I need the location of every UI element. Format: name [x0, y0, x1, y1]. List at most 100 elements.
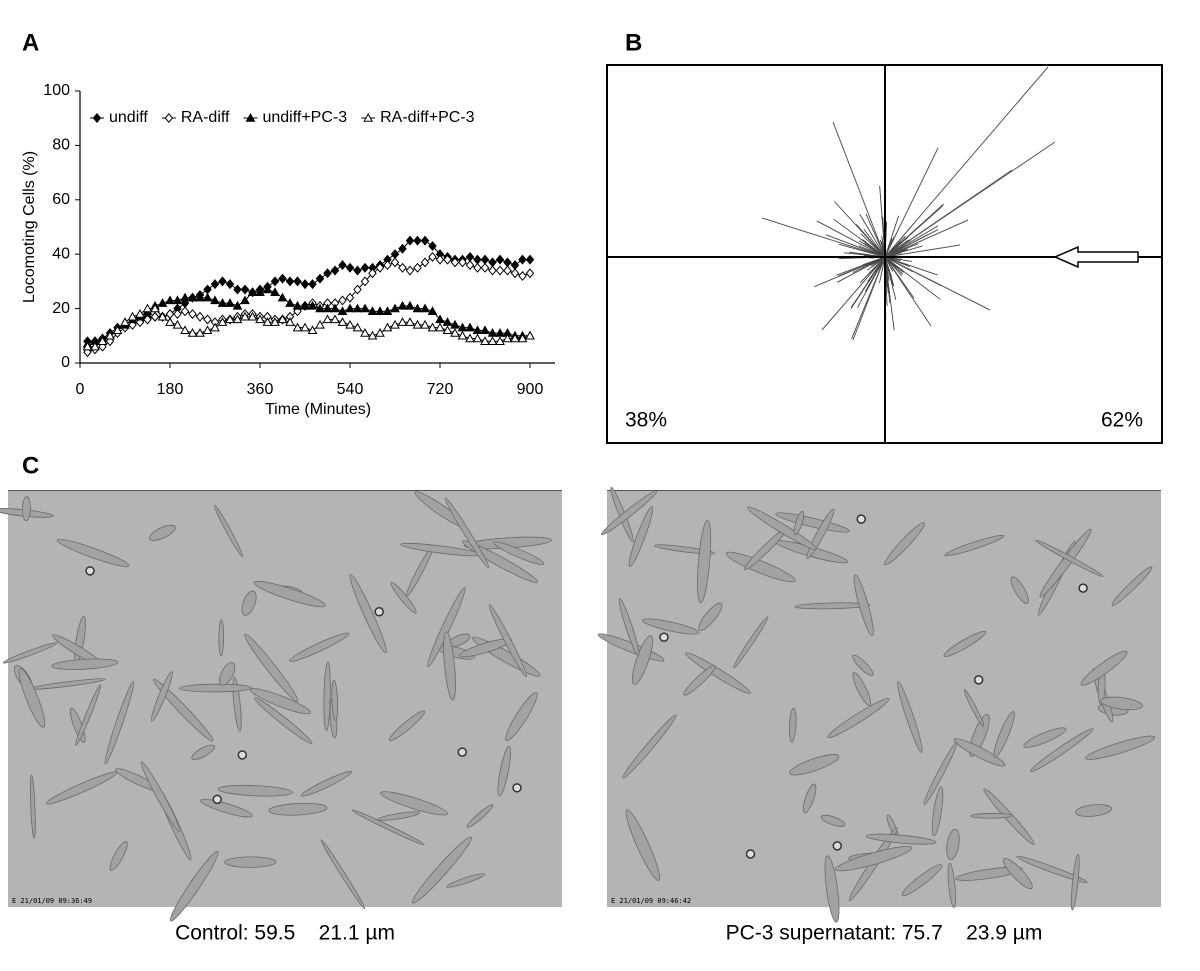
- cell: [224, 856, 277, 868]
- marker: [510, 333, 520, 343]
- marker: [217, 317, 228, 326]
- cell: [153, 678, 214, 742]
- marker: [188, 309, 197, 320]
- marker: [360, 276, 370, 287]
- marker: [345, 303, 355, 313]
- cell: [75, 684, 102, 746]
- marker: [308, 279, 317, 290]
- cell: [150, 671, 173, 722]
- marker: [375, 306, 385, 316]
- round-cell: [85, 566, 95, 576]
- marker: [300, 300, 310, 310]
- cell: [1085, 735, 1156, 760]
- cell: [1080, 650, 1128, 686]
- cell: [289, 632, 350, 662]
- trajectory: [858, 240, 886, 258]
- marker: [412, 319, 423, 329]
- marker: [510, 260, 520, 271]
- marker: [143, 314, 152, 325]
- cell: [377, 811, 421, 821]
- round-cell: [374, 606, 384, 617]
- trajectory: [816, 220, 886, 258]
- cell: [217, 784, 293, 797]
- cell: [497, 745, 512, 797]
- marker: [300, 279, 310, 290]
- trajectory: [859, 214, 886, 258]
- trajectory: [821, 256, 886, 331]
- marker: [270, 287, 280, 296]
- marker: [352, 322, 363, 332]
- marker: [142, 303, 153, 313]
- cell: [866, 833, 937, 845]
- marker: [503, 265, 512, 276]
- cell: [2, 642, 58, 664]
- cell: [618, 598, 640, 657]
- cell: [51, 658, 119, 670]
- marker: [127, 311, 138, 321]
- marker: [90, 341, 100, 351]
- marker: [270, 276, 280, 287]
- cell: [625, 809, 661, 881]
- cell: [955, 866, 1023, 881]
- cell: [993, 711, 1015, 758]
- round-cell: [973, 675, 984, 685]
- trajectory: [836, 256, 886, 283]
- marker: [413, 262, 422, 273]
- marker: [292, 322, 303, 332]
- trajectory: [884, 256, 894, 286]
- cell: [820, 814, 846, 827]
- marker: [300, 322, 310, 332]
- cell: [827, 697, 890, 739]
- marker: [442, 317, 453, 326]
- cell: [493, 541, 545, 565]
- legend-label: RA-diff+PC-3: [380, 109, 475, 126]
- cell: [388, 710, 426, 742]
- marker: [277, 314, 288, 324]
- marker: [345, 262, 355, 273]
- cell: [947, 862, 956, 908]
- marker: [157, 311, 168, 321]
- timestamp: E 21/01/09 09:46:42: [611, 897, 691, 905]
- cell: [179, 683, 253, 693]
- round-cell: [457, 747, 468, 757]
- marker: [412, 303, 423, 313]
- cell: [1074, 804, 1112, 817]
- cell: [946, 828, 960, 860]
- cell: [1070, 853, 1080, 911]
- marker: [240, 284, 250, 295]
- marker: [225, 298, 235, 307]
- marker: [397, 300, 408, 310]
- cell: [697, 520, 712, 604]
- cell: [622, 714, 677, 779]
- cell: [300, 771, 352, 797]
- marker: [255, 314, 265, 324]
- marker: [495, 336, 505, 345]
- marker: [202, 292, 213, 302]
- cell: [323, 661, 331, 732]
- y-tick-label: 20: [52, 300, 70, 317]
- y-tick-label: 0: [61, 354, 70, 371]
- marker: [195, 292, 205, 302]
- marker: [442, 325, 453, 335]
- marker: [218, 276, 227, 287]
- marker: [390, 303, 400, 313]
- cell: [443, 631, 456, 701]
- cell: [214, 504, 244, 558]
- trajectory: [884, 205, 944, 258]
- marker: [383, 260, 392, 271]
- cell: [1030, 728, 1094, 773]
- marker: [480, 254, 490, 265]
- cell: [253, 697, 313, 745]
- marker: [307, 325, 318, 335]
- cell: [725, 551, 796, 583]
- marker: [390, 249, 400, 260]
- cell: [1100, 696, 1143, 711]
- cell: [1002, 857, 1033, 890]
- cell: [923, 741, 958, 806]
- cell: [963, 689, 985, 727]
- legend-label: undiff: [109, 109, 148, 126]
- trajectory: [852, 256, 886, 341]
- marker: [172, 319, 183, 329]
- cell: [349, 574, 387, 654]
